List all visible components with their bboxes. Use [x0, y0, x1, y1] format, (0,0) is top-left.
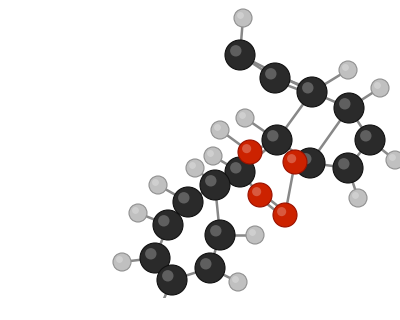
Circle shape [162, 270, 174, 282]
Circle shape [173, 187, 203, 217]
Circle shape [225, 40, 255, 70]
Circle shape [158, 215, 170, 227]
Circle shape [238, 140, 262, 164]
Circle shape [232, 276, 239, 283]
Circle shape [157, 265, 187, 295]
Circle shape [260, 63, 290, 93]
Circle shape [339, 98, 350, 109]
Circle shape [230, 45, 242, 57]
Circle shape [214, 124, 221, 131]
Circle shape [389, 154, 396, 161]
Circle shape [207, 150, 214, 157]
Circle shape [267, 130, 278, 141]
Circle shape [225, 157, 255, 187]
Circle shape [386, 151, 400, 169]
Circle shape [237, 12, 244, 19]
Circle shape [239, 112, 246, 119]
Circle shape [116, 256, 123, 263]
Circle shape [300, 153, 312, 164]
Circle shape [374, 82, 381, 89]
Circle shape [145, 248, 156, 260]
Circle shape [132, 207, 139, 214]
Circle shape [333, 153, 363, 183]
Circle shape [248, 183, 272, 207]
Circle shape [302, 82, 314, 93]
Circle shape [334, 93, 364, 123]
Circle shape [186, 159, 204, 177]
Circle shape [229, 273, 247, 291]
Circle shape [339, 61, 357, 79]
Circle shape [265, 68, 276, 79]
Circle shape [234, 9, 252, 27]
Circle shape [189, 162, 196, 169]
Circle shape [205, 175, 216, 187]
Circle shape [154, 302, 161, 309]
Circle shape [152, 179, 159, 186]
Circle shape [153, 210, 183, 240]
Circle shape [236, 109, 254, 127]
Circle shape [211, 121, 229, 139]
Circle shape [204, 147, 222, 165]
Circle shape [200, 170, 230, 200]
Circle shape [252, 187, 261, 196]
Circle shape [242, 144, 251, 153]
Circle shape [149, 176, 167, 194]
Circle shape [113, 253, 131, 271]
Circle shape [195, 253, 225, 283]
Text: alamy - FRR734: alamy - FRR734 [150, 302, 250, 316]
Circle shape [129, 204, 147, 222]
Circle shape [295, 148, 325, 178]
Circle shape [205, 220, 235, 250]
Circle shape [273, 203, 297, 227]
Circle shape [277, 207, 286, 216]
Circle shape [297, 77, 327, 107]
Circle shape [249, 229, 256, 236]
Circle shape [371, 79, 389, 97]
Circle shape [246, 226, 264, 244]
Circle shape [338, 158, 350, 170]
Circle shape [342, 64, 349, 71]
Circle shape [230, 162, 242, 173]
Circle shape [352, 192, 359, 199]
Circle shape [210, 225, 222, 236]
Circle shape [283, 150, 307, 174]
Circle shape [349, 189, 367, 207]
Circle shape [178, 192, 190, 204]
Circle shape [355, 125, 385, 155]
Circle shape [200, 258, 212, 269]
Circle shape [262, 125, 292, 155]
Circle shape [151, 299, 169, 317]
Circle shape [140, 243, 170, 273]
Circle shape [287, 154, 296, 163]
Circle shape [360, 130, 372, 141]
